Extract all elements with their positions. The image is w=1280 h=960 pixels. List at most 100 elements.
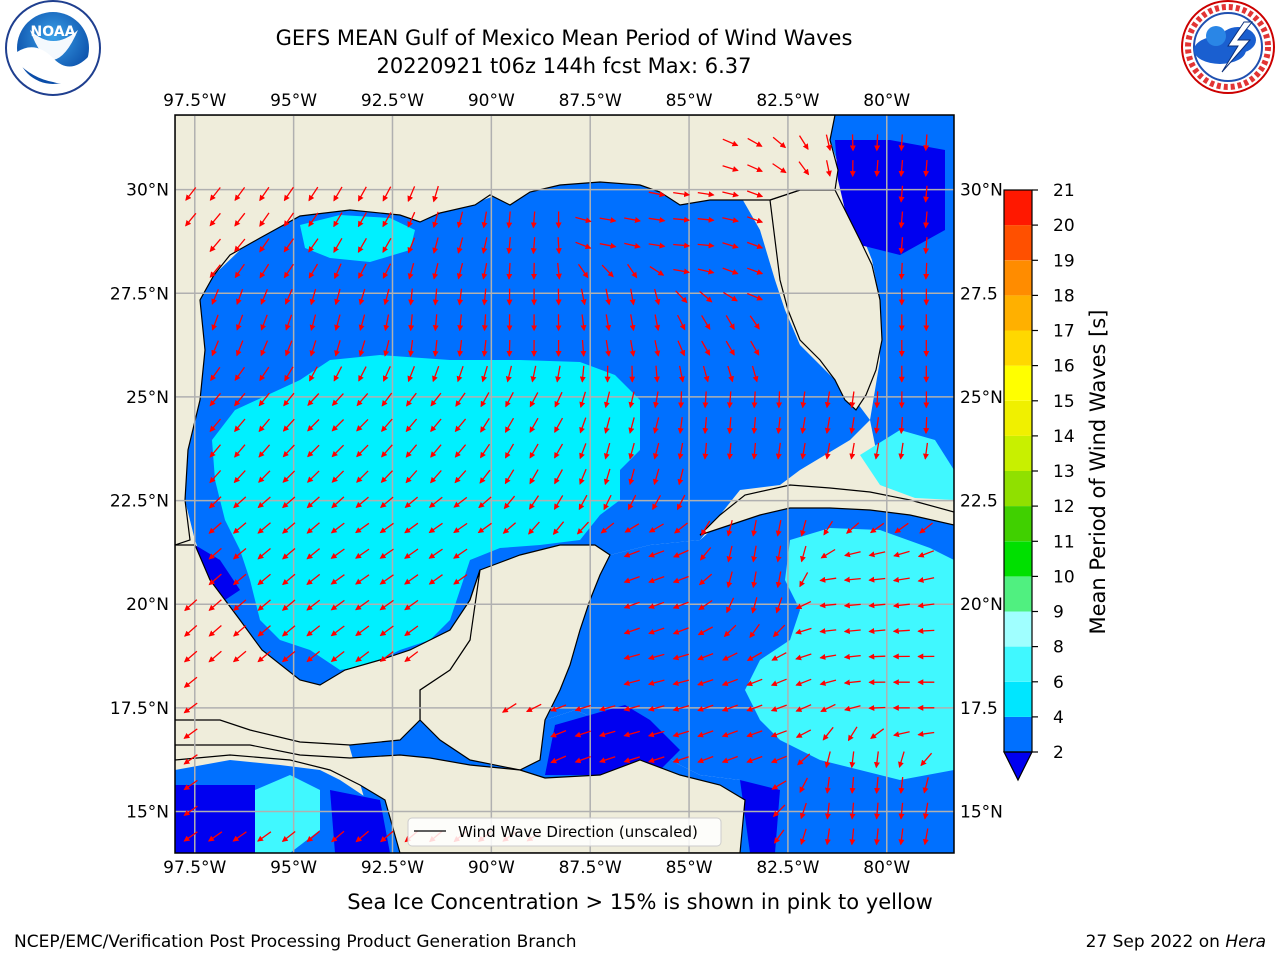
wind-wave-arrow	[357, 186, 367, 202]
wind-wave-arrow	[870, 728, 885, 740]
wind-wave-arrow	[843, 653, 861, 660]
wind-wave-arrow	[454, 444, 467, 458]
wind-wave-arrow	[605, 339, 612, 357]
wind-wave-arrow	[432, 237, 439, 254]
wind-wave-arrow	[648, 575, 665, 584]
wind-wave-arrow	[725, 315, 735, 331]
wind-wave-arrow	[356, 470, 369, 483]
wind-wave-arrow	[235, 340, 244, 357]
legend: Wind Wave Direction (unscaled)	[407, 817, 722, 847]
wind-wave-arrow	[893, 731, 910, 738]
wind-wave-arrow	[330, 522, 345, 534]
wind-wave-arrow	[898, 777, 905, 794]
wind-wave-arrow	[355, 574, 370, 585]
right-lat-tick-label: 15°N	[960, 803, 1003, 823]
wind-wave-arrow	[404, 599, 419, 611]
wind-wave-arrow	[600, 522, 615, 534]
wind-wave-arrow	[330, 599, 345, 611]
left-lat-tick-label: 30°N	[126, 181, 169, 201]
wind-wave-arrow	[772, 624, 786, 638]
wind-wave-arrow	[922, 828, 929, 846]
wind-wave-arrow	[209, 392, 221, 407]
wind-wave-arrow	[795, 653, 812, 661]
wind-wave-arrow	[380, 470, 393, 484]
wind-wave-arrow	[209, 264, 221, 278]
wind-wave-arrow	[383, 314, 390, 332]
wind-wave-arrow	[404, 625, 419, 637]
wind-wave-arrow	[697, 678, 714, 686]
wind-wave-arrow	[355, 548, 370, 559]
wind-wave-arrow	[554, 417, 564, 433]
wind-wave-arrow	[529, 469, 539, 485]
wind-wave-arrow	[555, 365, 562, 383]
wind-wave-arrow	[281, 599, 296, 611]
wind-wave-arrow	[306, 599, 321, 611]
wind-wave-arrow	[923, 417, 930, 435]
wind-wave-arrow	[603, 494, 612, 511]
wind-wave-arrow	[454, 418, 467, 433]
wind-wave-arrow	[381, 418, 393, 432]
wind-wave-arrow	[697, 652, 714, 661]
noaa-logo: NOAA	[5, 0, 101, 96]
wind-wave-arrow	[892, 576, 910, 583]
wind-wave-arrow	[676, 494, 686, 511]
northern-coast-land	[175, 115, 839, 546]
wind-wave-arrow	[284, 289, 293, 305]
wind-wave-arrow	[697, 704, 714, 712]
wind-wave-arrow	[260, 340, 269, 357]
wind-wave-arrow	[380, 830, 394, 843]
wind-wave-arrow	[257, 831, 272, 842]
wind-wave-arrow	[577, 263, 589, 279]
wind-wave-arrow	[355, 522, 370, 534]
wind-wave-arrow	[308, 263, 319, 279]
wind-wave-arrow	[898, 828, 905, 846]
wind-wave-arrow	[333, 366, 343, 382]
wind-wave-arrow	[209, 238, 221, 253]
wind-wave-arrow	[750, 340, 760, 356]
colorbar-segment	[1004, 681, 1032, 717]
wind-wave-arrow	[382, 263, 392, 279]
wind-wave-arrow	[330, 625, 345, 637]
wind-wave-arrow	[751, 417, 758, 435]
wind-wave-arrow	[673, 191, 691, 198]
wind-wave-arrow	[874, 828, 880, 846]
wind-wave-arrow	[605, 288, 612, 306]
wind-wave-arrow	[799, 572, 809, 588]
wind-wave-arrow	[722, 267, 739, 275]
wind-wave-arrow	[798, 135, 809, 150]
wind-wave-arrow	[379, 548, 394, 559]
wind-wave-arrow	[232, 831, 247, 842]
wind-wave-arrow	[868, 602, 886, 609]
bottom-lon-tick-label: 82.5°W	[756, 858, 819, 878]
wind-wave-arrow	[306, 625, 321, 637]
wind-wave-arrow	[702, 391, 709, 409]
wind-wave-arrow	[598, 705, 616, 712]
wind-wave-arrow	[383, 288, 390, 306]
wind-wave-arrow	[259, 366, 270, 382]
wind-wave-arrow	[648, 242, 666, 249]
wind-wave-arrow	[236, 288, 244, 306]
wind-wave-arrow	[874, 160, 881, 177]
wind-wave-arrow	[824, 442, 831, 460]
wind-wave-arrow	[333, 212, 343, 228]
wind-wave-arrow	[849, 751, 856, 769]
wind-wave-arrow	[379, 522, 394, 534]
top-lon-tick-label: 97.5°W	[163, 91, 226, 111]
wind-wave-arrow	[820, 703, 836, 712]
wind-wave-arrow	[358, 288, 366, 306]
wind-wave-arrow	[751, 597, 758, 614]
wind-wave-arrow	[234, 212, 246, 227]
bottom-lon-tick-label: 85°W	[666, 858, 713, 878]
wind-wave-arrow	[699, 290, 713, 303]
wind-wave-arrow	[898, 185, 905, 203]
chart-subtitle: 20220921 t06z 144h fcst Max: 6.37	[376, 54, 752, 78]
wind-wave-arrow	[309, 288, 317, 306]
wind-wave-arrow	[898, 237, 905, 255]
wind-wave-arrow	[457, 340, 464, 357]
wind-wave-arrow	[580, 288, 587, 306]
wind-wave-arrow	[432, 262, 439, 280]
footer-date-text: 27 Sep 2022 on	[1085, 932, 1220, 952]
colorbar-tick-label: 13	[1053, 462, 1075, 482]
wind-wave-arrow	[330, 574, 345, 585]
wind-wave-direction-arrows	[183, 134, 935, 846]
